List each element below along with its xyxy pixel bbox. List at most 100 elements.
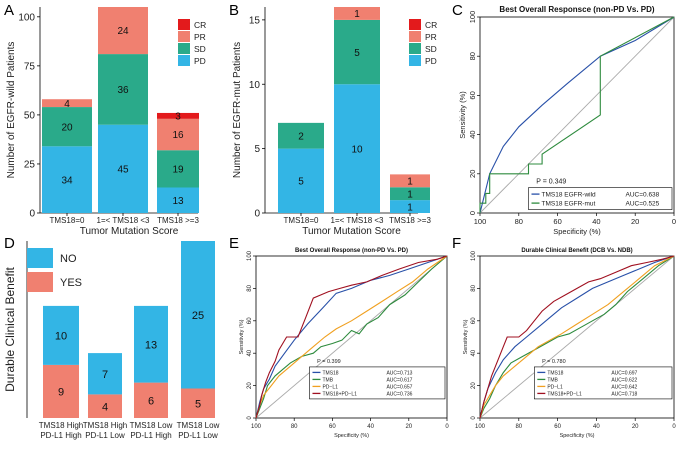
legend-auc: AUC=0.525 (626, 201, 660, 208)
legend-label: CR (425, 20, 437, 30)
x-tick-label: TMS18 High (39, 421, 83, 430)
legend-auc: AUC=0.622 (611, 377, 637, 383)
legend-swatch (27, 248, 53, 268)
y-tick-label: 5 (254, 144, 260, 155)
y-tick-label: 25 (24, 159, 36, 170)
y-axis-title: Sensitivity (%) (239, 319, 245, 354)
legend-auc: AUC=0.736 (386, 391, 412, 397)
legend-swatch (178, 19, 190, 30)
bar-no (134, 305, 168, 383)
bar-value-label: 1 (354, 9, 360, 20)
bar-cr (157, 112, 199, 119)
y-axis-title: Number of EGFR-mut Patients (232, 42, 243, 178)
legend-label: TMS18 (322, 370, 338, 376)
panel-label-f: F (452, 235, 461, 252)
bar-yes (88, 394, 122, 418)
y-tick-label: 0 (471, 416, 477, 420)
legend-label: TMS18 (547, 370, 563, 376)
y-tick-label: 60 (468, 91, 477, 99)
legend-label: PD (194, 56, 206, 66)
bar-pd (42, 146, 92, 213)
bar-value-label: 4 (102, 401, 108, 413)
roc-curve (255, 255, 448, 419)
legend-label: PD−L1 (322, 384, 338, 390)
bar-value-label: 20 (61, 122, 73, 133)
legend-label: YES (60, 277, 82, 289)
x-tick-label: TMS18 Low (177, 421, 220, 430)
x-tick-label: TMS18 >=3 (389, 216, 431, 225)
y-tick-label: 0 (468, 211, 477, 215)
bar-pr (42, 99, 92, 108)
legend-auc: AUC=0.617 (386, 377, 412, 383)
roc-curve (255, 255, 448, 419)
legend-box (528, 187, 673, 210)
x-tick-label: 80 (291, 424, 298, 430)
x-tick-label: 100 (474, 217, 487, 226)
legend-swatch (178, 31, 190, 42)
y-tick-label: 100 (471, 250, 477, 261)
y-tick-label: 20 (468, 170, 477, 178)
legend-box (309, 366, 446, 400)
bar-pd (98, 124, 148, 213)
y-tick-label: 50 (24, 110, 36, 121)
x-tick-label: 0 (672, 217, 676, 226)
bar-no (43, 305, 79, 365)
x-tick-label: 0 (672, 424, 676, 430)
x-tick-label: 60 (329, 424, 336, 430)
x-tick-label: 1=< TMS18 <3 (331, 216, 385, 225)
legend-label: TMB (322, 377, 333, 383)
x-tick-label: TMS18=0 (284, 216, 319, 225)
y-axis-title: Sensitivity (%) (463, 319, 469, 354)
roc-curve (255, 255, 448, 419)
x-tick-label: PD-L1 High (130, 431, 171, 440)
x-tick-label: PD-L1 High (40, 431, 81, 440)
y-tick-label: 80 (247, 284, 253, 291)
roc-curve (479, 16, 675, 214)
y-tick-label: 40 (471, 349, 477, 356)
bar-value-label: 34 (61, 175, 73, 186)
bar-value-label: 25 (192, 310, 204, 322)
legend-swatch (409, 43, 421, 54)
x-tick-label: 60 (554, 424, 561, 430)
legend-label: TMS18 EGFR-mut (542, 201, 596, 208)
y-axis-title: Number of EGFR-wild Patients (6, 42, 17, 179)
legend-swatch (27, 272, 53, 292)
y-tick-label: 0 (29, 209, 35, 220)
bar-value-label: 16 (172, 130, 184, 141)
bar-pd (157, 187, 199, 213)
bar-value-label: 3 (175, 112, 181, 123)
bar-sd (390, 187, 430, 201)
bar-value-label: 24 (117, 26, 129, 37)
legend-swatch (409, 19, 421, 30)
legend-swatch (409, 31, 421, 42)
legend-label: CR (194, 20, 206, 30)
chart-c: 100 80 60 40 20 0 0 20 40 60 80 100 Best Overall Res… (458, 5, 676, 236)
x-tick-label: 100 (475, 424, 486, 430)
bar-pd (390, 200, 430, 213)
reference-diagonal (479, 255, 675, 419)
bar-value-label: 4 (64, 99, 70, 110)
bar-sd (157, 150, 199, 188)
y-axis-title: Sensitivity (%) (458, 91, 467, 139)
legend-label: SD (194, 44, 206, 54)
x-tick-label: TMS18 Low (130, 421, 173, 430)
bar-value-label: 7 (102, 369, 108, 381)
bar-value-label: 2 (298, 131, 304, 142)
y-tick-label: 100 (247, 250, 253, 261)
legend-label: TMS18+PD−L1 (547, 391, 582, 397)
x-axis-title: Tumor Mutation Score (302, 226, 401, 237)
legend-label: PR (194, 32, 206, 42)
bar-value-label: 1 (407, 177, 413, 188)
bar-pr (334, 7, 380, 20)
x-tick-label: 40 (592, 217, 600, 226)
x-tick-label: 80 (515, 424, 522, 430)
y-tick-label: 0 (247, 416, 253, 420)
legend-label: PD−L1 (547, 384, 563, 390)
legend-auc: AUC=0.713 (386, 370, 412, 376)
bar-value-label: 45 (117, 165, 129, 176)
x-axis-title: Specificity (%) (553, 227, 601, 236)
reference-diagonal (255, 255, 448, 419)
legend-auc: AUC=0.697 (611, 370, 637, 376)
